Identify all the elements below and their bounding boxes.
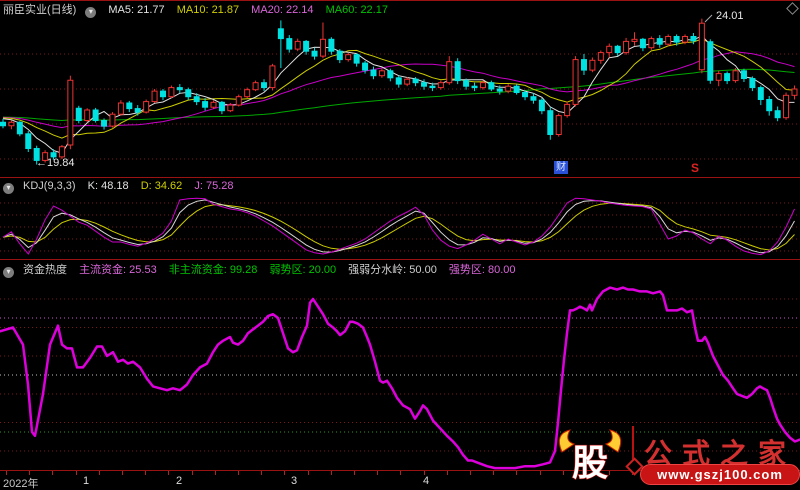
nonmain-fund-label: 非主流资金: 99.28: [168, 264, 258, 276]
axis-tick: [308, 471, 309, 475]
logo-divider: [632, 426, 634, 474]
kdj-d-label: D: 34.62: [140, 180, 183, 192]
axis-month-label: 2: [176, 475, 183, 487]
strong-zone-label: 强势区: 80.00: [448, 264, 516, 276]
bull-stock-icon: 股: [558, 429, 622, 484]
separator-3: [0, 470, 800, 471]
weak-zone-label: 弱势区: 20.00: [269, 264, 337, 276]
axis-month-label: 1: [83, 475, 90, 487]
axis-tick: [122, 471, 123, 475]
separator-2: [0, 259, 800, 260]
axis-tick: [29, 471, 30, 475]
ma60-label: MA60: 22.17: [325, 4, 388, 16]
axis-month-label: 3: [291, 475, 298, 487]
heat-title: 资金热度: [23, 264, 67, 276]
top-border: [0, 0, 800, 1]
gszj-logo[interactable]: 股 公式之家 www.gszj100.com: [552, 424, 800, 490]
axis-tick: [516, 471, 517, 475]
kdj-chart[interactable]: [0, 180, 800, 259]
axis-month-label: 4: [423, 475, 430, 487]
axis-tick: [99, 471, 100, 475]
kdj-j-label: J: 75.28: [194, 180, 234, 192]
axis-tick: [540, 471, 541, 475]
marker-s[interactable]: S: [691, 161, 700, 175]
collapse-kdj-icon[interactable]: [3, 183, 14, 194]
axis-tick: [238, 471, 239, 475]
separator-1: [0, 177, 800, 178]
axis-year-label: 2022年: [3, 478, 39, 490]
kdj-title: KDJ(9,3,3): [23, 180, 76, 192]
axis-tick: [168, 471, 169, 475]
news-badge-cai[interactable]: 财: [554, 161, 568, 174]
axis-tick: [400, 471, 401, 475]
axis-tick: [377, 471, 378, 475]
axis-tick: [586, 471, 587, 475]
axis-tick: [447, 471, 448, 475]
kdj-k-label: K: 48.18: [87, 180, 129, 192]
capital-heat-chart[interactable]: [0, 276, 800, 470]
axis-tick: [563, 471, 564, 475]
collapse-main-icon[interactable]: [85, 7, 97, 18]
axis-tick: [493, 471, 494, 475]
high-pointer-line: [704, 14, 713, 23]
axis-tick: [609, 471, 610, 475]
main-candlestick-chart[interactable]: ←19.84 24.01: [0, 0, 800, 178]
axis-tick: [424, 471, 425, 475]
axis-tick: [76, 471, 77, 475]
axis-tick: [52, 471, 53, 475]
main-fund-label: 主流资金: 25.53: [79, 264, 157, 276]
axis-tick: [284, 471, 285, 475]
kdj-header: KDJ(9,3,3) K: 48.18 D: 34.62 J: 75.28: [3, 180, 242, 194]
ma20-label: MA20: 22.14: [251, 4, 314, 16]
right-horn-icon: [604, 429, 622, 453]
axis-tick: [145, 471, 146, 475]
logo-stock-char: 股: [572, 443, 608, 483]
axis-tick: [6, 471, 7, 475]
axis-tick: [331, 471, 332, 475]
main-chart-header: 丽臣实业(日线) MA5: 21.77 MA10: 21.87 MA20: 22…: [3, 1, 397, 18]
left-horn-icon: [558, 429, 576, 453]
axis-tick: [470, 471, 471, 475]
axis-tick: [354, 471, 355, 475]
heat-header: 资金热度 主流资金: 25.53 非主流资金: 99.28 弱势区: 20.00…: [3, 261, 525, 278]
low-price-label: ←19.84: [36, 157, 75, 169]
stock-title: 丽臣实业(日线): [3, 4, 77, 16]
ma5-label: MA5: 21.77: [108, 4, 165, 16]
axis-tick: [192, 471, 193, 475]
collapse-heat-icon[interactable]: [3, 267, 14, 278]
logo-url[interactable]: www.gszj100.com: [640, 464, 800, 485]
axis-tick: [215, 471, 216, 475]
axis-tick: [261, 471, 262, 475]
mid-line-label: 强弱分水岭: 50.00: [348, 264, 437, 276]
high-price-label: 24.01: [716, 10, 744, 22]
ma10-label: MA10: 21.87: [176, 4, 240, 16]
